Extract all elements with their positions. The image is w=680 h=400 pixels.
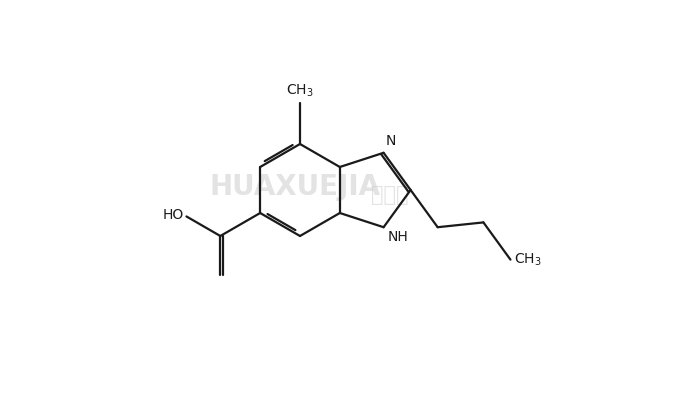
Text: NH: NH: [388, 230, 408, 244]
Text: HUAXUEJIA: HUAXUEJIA: [209, 173, 381, 201]
Text: CH$_3$: CH$_3$: [286, 82, 313, 99]
Text: HO: HO: [163, 208, 184, 222]
Text: CH$_3$: CH$_3$: [515, 252, 542, 268]
Text: N: N: [386, 134, 396, 148]
Text: 化学加: 化学加: [371, 185, 409, 205]
